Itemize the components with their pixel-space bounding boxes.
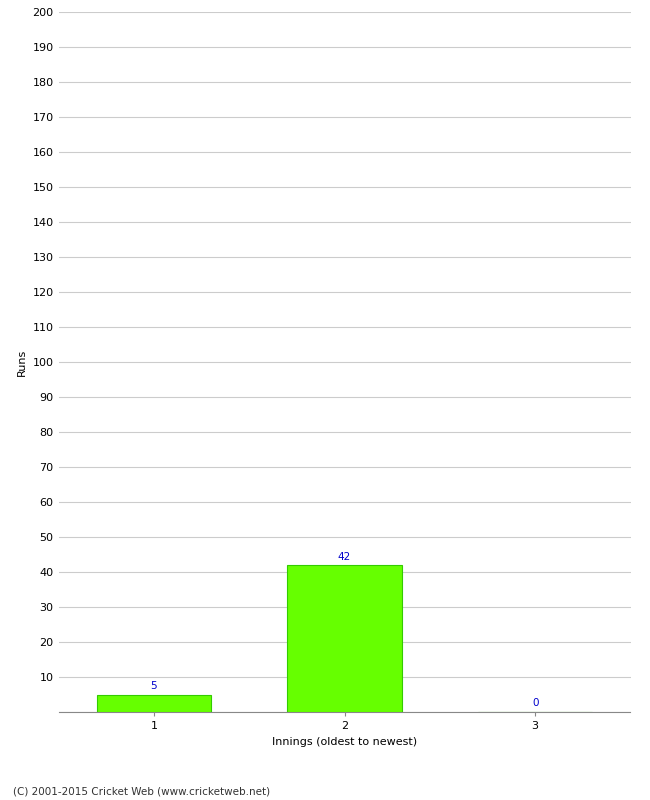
Text: 5: 5 xyxy=(151,681,157,691)
Y-axis label: Runs: Runs xyxy=(17,348,27,376)
Text: 42: 42 xyxy=(338,551,351,562)
X-axis label: Innings (oldest to newest): Innings (oldest to newest) xyxy=(272,737,417,746)
Text: (C) 2001-2015 Cricket Web (www.cricketweb.net): (C) 2001-2015 Cricket Web (www.cricketwe… xyxy=(13,786,270,796)
Text: 0: 0 xyxy=(532,698,538,709)
Bar xyxy=(287,565,402,712)
Bar xyxy=(97,694,211,712)
